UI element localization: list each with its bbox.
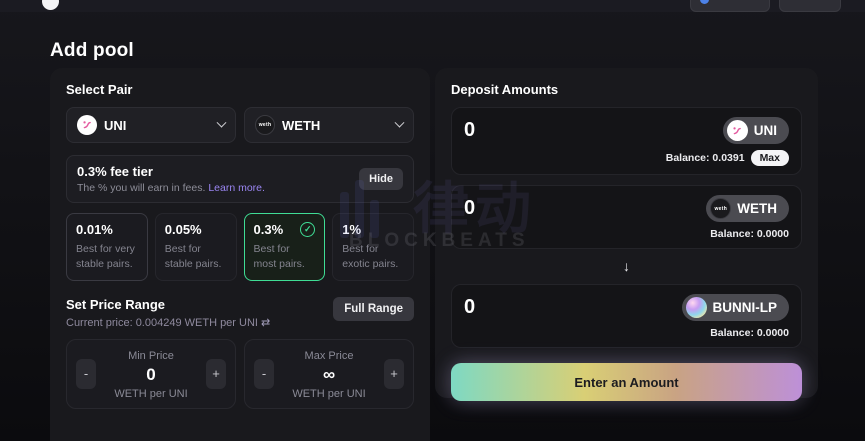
swap-price-icon[interactable]: ⇄ xyxy=(261,317,271,330)
amount-input-weth[interactable]: 0 xyxy=(464,197,476,219)
network-status-icon xyxy=(700,0,709,4)
page-title: Add pool xyxy=(50,40,134,61)
deposit-input-uni: 0 UNI Balance: 0.0391 Max xyxy=(451,107,802,175)
fee-tier-option-0-3-selected[interactable]: 0.3% ✓ Best for most pairs. xyxy=(243,213,326,282)
deposit-input-weth: 0 weth WETH Balance: 0.0000 xyxy=(451,185,802,249)
pair-selects-row: UNI weth WETH xyxy=(66,107,414,143)
max-price-increment-button[interactable]: + xyxy=(384,359,404,390)
min-price-input[interactable]: 0 xyxy=(146,365,156,385)
balance-label-weth: Balance: 0.0000 xyxy=(710,228,789,240)
max-price-label: Max Price xyxy=(304,350,354,363)
enter-an-amount-button[interactable]: Enter an Amount xyxy=(451,363,802,401)
fee-tier-option-0-01[interactable]: 0.01% Best for very stable pairs. xyxy=(66,213,148,282)
weth-token-icon: weth xyxy=(710,198,732,219)
min-price-unit: WETH per UNI xyxy=(114,388,188,401)
check-circle-icon: ✓ xyxy=(300,222,316,237)
price-range-heading: Set Price Range xyxy=(66,297,165,313)
hide-button[interactable]: Hide xyxy=(359,168,403,190)
max-price-card: Max Price ∞ WETH per UNI - + xyxy=(244,339,414,410)
price-inputs-row: Min Price 0 WETH per UNI - + Max Price ∞… xyxy=(66,339,414,410)
current-price-label: Current price: 0.004249 WETH per UNI ⇄ xyxy=(66,317,271,330)
uni-token-icon xyxy=(77,115,97,135)
max-button[interactable]: Max xyxy=(750,150,789,166)
fee-tier-option-1[interactable]: 1% Best for exotic pairs. xyxy=(332,213,414,282)
bunni-lp-token-icon xyxy=(685,297,707,318)
token-a-symbol: UNI xyxy=(104,117,127,133)
token-b-symbol: WETH xyxy=(282,117,321,133)
fee-tier-options: 0.01% Best for very stable pairs. 0.05% … xyxy=(66,213,414,282)
chevron-down-icon xyxy=(394,117,405,128)
price-range-header: Set Price Range Current price: 0.004249 … xyxy=(66,297,414,329)
learn-more-link[interactable]: Learn more. xyxy=(208,182,265,194)
max-price-decrement-button[interactable]: - xyxy=(254,359,274,390)
full-range-button[interactable]: Full Range xyxy=(333,297,414,322)
min-price-label: Min Price xyxy=(128,350,174,363)
min-price-card: Min Price 0 WETH per UNI - + xyxy=(66,339,236,410)
amount-input-bunni-lp[interactable]: 0 xyxy=(464,296,476,318)
wallet-button[interactable] xyxy=(779,0,841,12)
token-a-select[interactable]: UNI xyxy=(66,107,236,143)
token-pill-bunni-lp[interactable]: BUNNI-LP xyxy=(681,294,789,321)
fee-tier-description: The % you will earn in fees. Learn more. xyxy=(77,182,265,194)
fee-tier-option-0-05[interactable]: 0.05% Best for stable pairs. xyxy=(154,213,237,282)
select-pair-heading: Select Pair xyxy=(66,82,133,97)
fee-tier-summary: 0.3% fee tier The % you will earn in fee… xyxy=(66,155,414,203)
top-navigation-bar xyxy=(0,0,865,12)
max-price-input[interactable]: ∞ xyxy=(322,365,336,385)
deposit-amounts-heading: Deposit Amounts xyxy=(451,82,559,97)
amount-input-uni[interactable]: 0 xyxy=(464,119,476,141)
select-pair-panel: Select Pair UNI weth WETH 0.3% fee tier … xyxy=(50,68,430,441)
balance-label-uni: Balance: 0.0391 xyxy=(665,152,745,164)
balance-label-bunni-lp: Balance: 0.0000 xyxy=(710,327,789,339)
arrow-down-icon: ↓ xyxy=(623,258,630,274)
app-logo xyxy=(42,0,59,10)
uni-token-icon xyxy=(726,120,748,141)
deposit-input-bunni-lp: 0 BUNNI-LP Balance: 0.0000 xyxy=(451,284,802,348)
max-price-unit: WETH per UNI xyxy=(292,388,366,401)
token-pill-uni[interactable]: UNI xyxy=(722,117,789,144)
min-price-decrement-button[interactable]: - xyxy=(76,359,96,390)
weth-token-icon: weth xyxy=(255,115,275,135)
deposit-amounts-panel: Deposit Amounts 0 UNI Balance: 0.0391 Ma… xyxy=(435,68,818,401)
token-b-select[interactable]: weth WETH xyxy=(244,107,414,143)
fee-tier-title: 0.3% fee tier xyxy=(77,164,153,179)
network-button[interactable] xyxy=(690,0,770,12)
token-pill-weth[interactable]: weth WETH xyxy=(706,195,789,222)
min-price-increment-button[interactable]: + xyxy=(206,359,226,390)
chevron-down-icon xyxy=(216,117,227,128)
